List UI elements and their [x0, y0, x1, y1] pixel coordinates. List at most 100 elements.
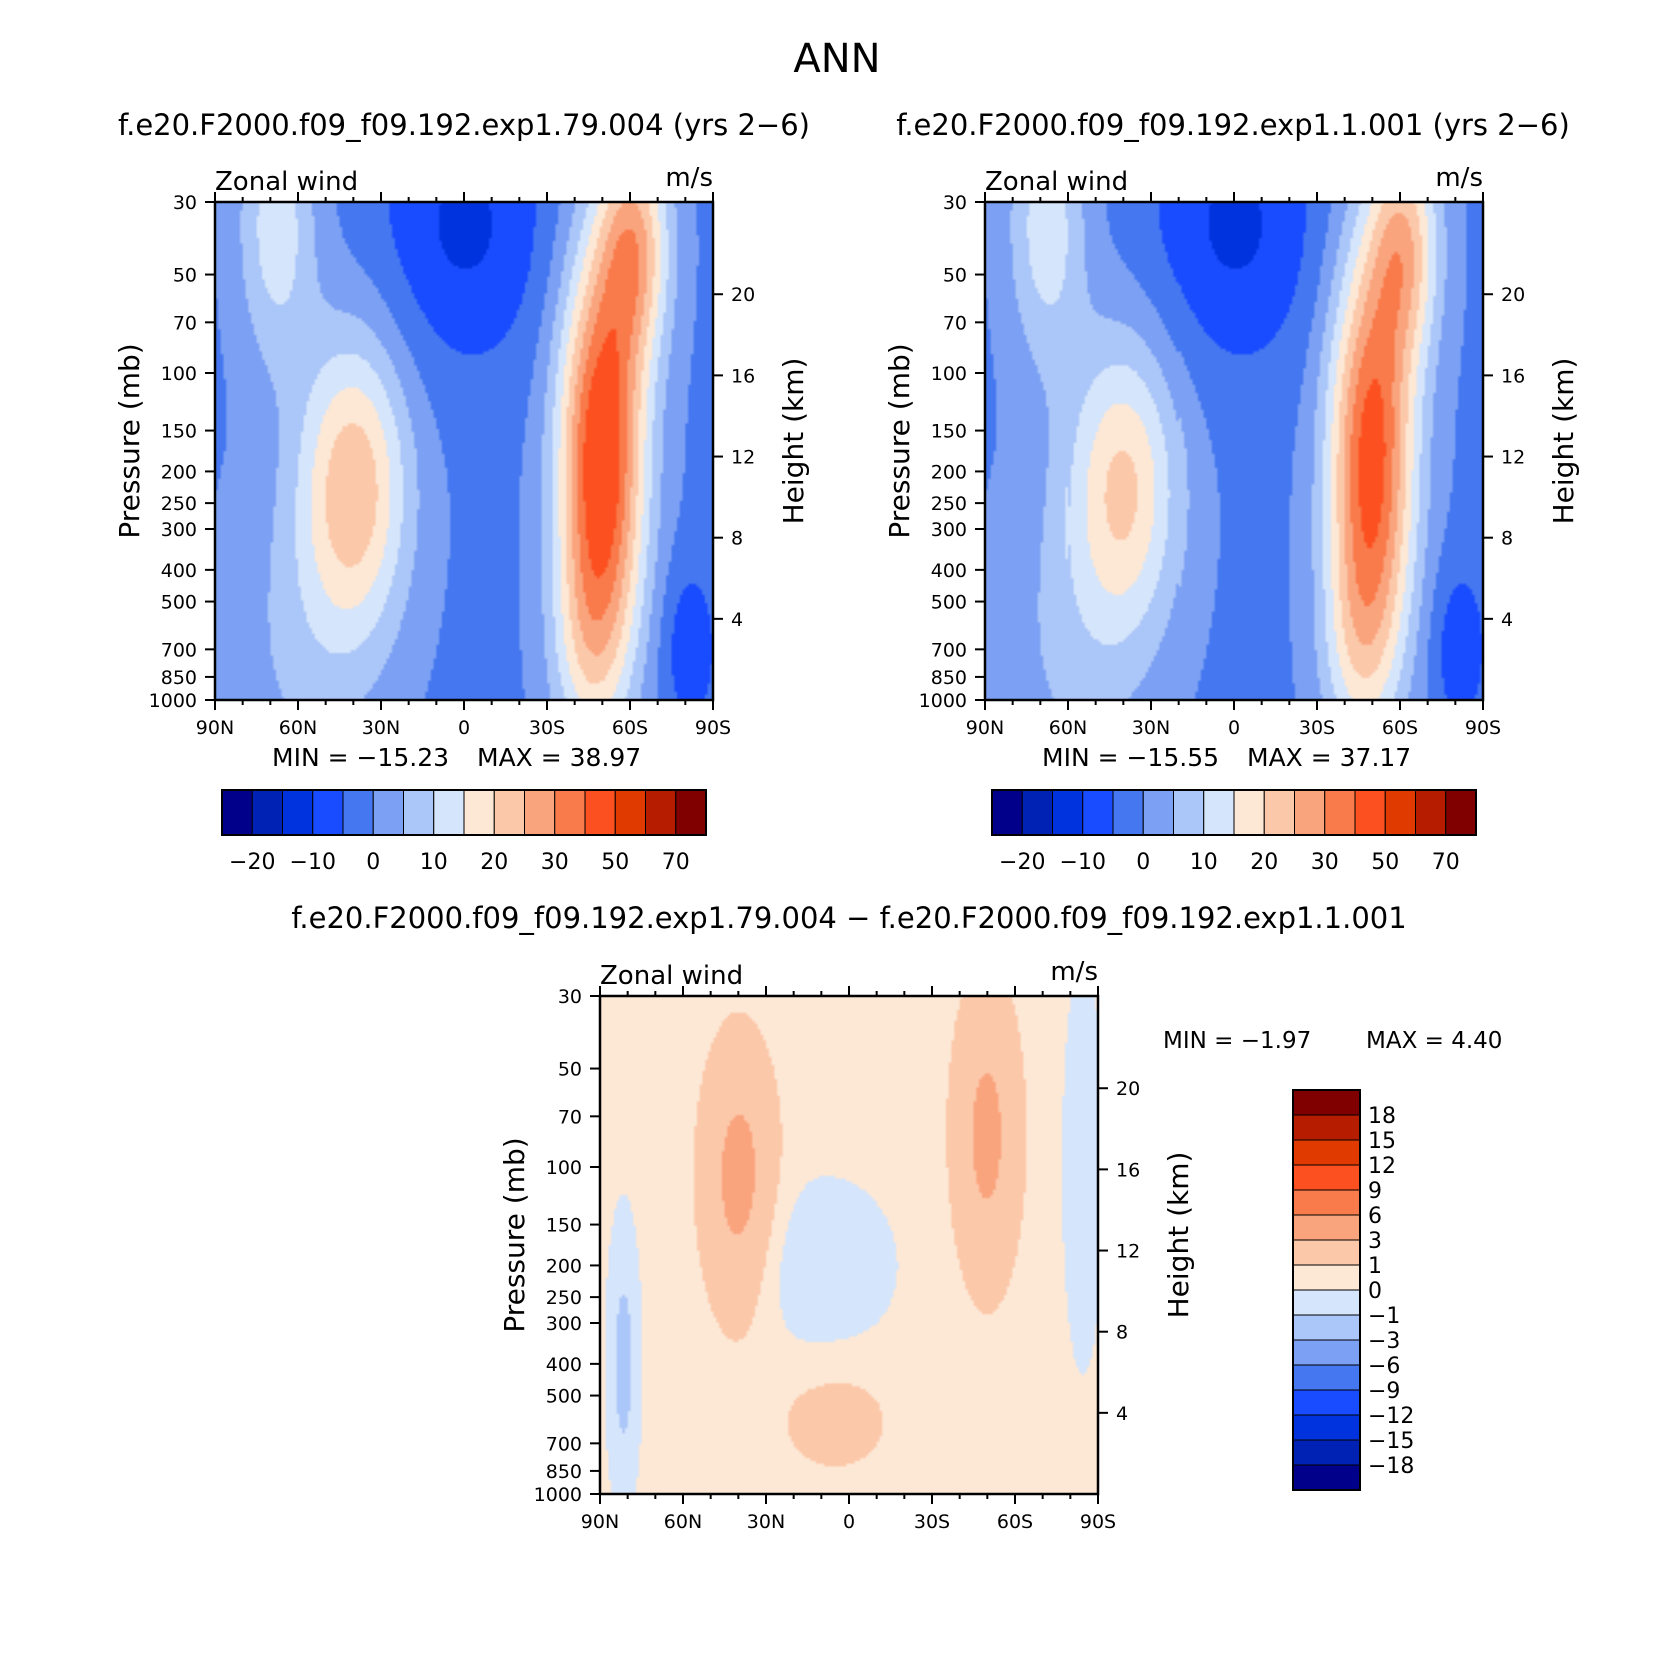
y-right-tick-label: 16: [731, 365, 755, 387]
colorbar-label: −20: [999, 850, 1045, 875]
colorbar-cell: [554, 789, 586, 836]
units-label: m/s: [1050, 957, 1098, 987]
x-tick-label: 30S: [914, 1511, 950, 1533]
variable-label: Zonal wind: [215, 167, 358, 197]
x-tick-label: 90N: [581, 1511, 619, 1533]
x-tick-label: 90S: [1465, 717, 1501, 739]
y-tick-label: 850: [546, 1461, 582, 1483]
y-tick-label: 30: [173, 192, 197, 214]
y-tick-label: 70: [173, 312, 197, 334]
colorbar-cell: [1294, 789, 1326, 836]
colorbar-label: 0: [1136, 850, 1150, 875]
colorbar-cell: [1021, 789, 1053, 836]
colorbar-label: −15: [1368, 1429, 1414, 1454]
y-tick-label: 850: [931, 667, 967, 689]
colorbar-label: 30: [1311, 850, 1339, 875]
colorbar-cell: [282, 789, 314, 836]
y-tick-label: 500: [546, 1386, 582, 1408]
colorbar-cell: [463, 789, 495, 836]
max-label: MAX = 38.97: [477, 743, 641, 772]
colorbar-cell: [1292, 1364, 1361, 1391]
colorbar-cell: [1354, 789, 1386, 836]
variable-label: Zonal wind: [985, 167, 1128, 197]
y-tick-label: 250: [931, 493, 967, 515]
colorbar-label: 12: [1368, 1154, 1396, 1179]
colorbar-cell: [342, 789, 374, 836]
colorbar-label: −10: [290, 850, 336, 875]
colorbar-cell: [1052, 789, 1084, 836]
colorbar-cell: [221, 789, 253, 836]
x-tick-label: 30N: [747, 1511, 785, 1533]
colorbar-cell: [1233, 789, 1265, 836]
colorbar-2: −20 −10 0 10 20 30 50 70: [991, 789, 1477, 875]
colorbar-label: 1: [1368, 1254, 1382, 1279]
y-tick-label: 400: [546, 1354, 582, 1376]
colorbar-cell: [645, 789, 677, 836]
colorbar-cell: [614, 789, 646, 836]
y-tick-label: 300: [931, 519, 967, 541]
x-tick-label: 90S: [695, 717, 731, 739]
y-right-tick-label: 20: [731, 284, 755, 306]
colorbar-cell: [1292, 1339, 1361, 1366]
x-tick-label: 90S: [1080, 1511, 1116, 1533]
y-right-tick-label: 20: [1116, 1078, 1140, 1100]
page-title: ANN: [793, 36, 880, 82]
panel-title: f.e20.F2000.f09_f09.192.exp1.79.004 − f.…: [291, 901, 1406, 935]
colorbar-cell: [1292, 1314, 1361, 1341]
colorbar-label: 50: [1371, 850, 1399, 875]
colorbar-label: 50: [601, 850, 629, 875]
y-tick-label: 700: [931, 639, 967, 661]
colorbar-label: 10: [1190, 850, 1218, 875]
y-tick-label: 50: [943, 265, 967, 287]
x-tick-label: 30N: [362, 717, 400, 739]
contour-field: [600, 996, 1098, 1494]
y-tick-label: 400: [161, 560, 197, 582]
y-right-tick-label: 4: [1116, 1403, 1128, 1425]
panel-2: 90N 60N 30N 0 30S 60S 90S 30 50 70 100 150 200 250 300…: [883, 108, 1580, 772]
y-tick-label: 400: [931, 560, 967, 582]
panels: 90N 60N 30N 0 30S 60S 90S305070100150200250300…: [113, 108, 1580, 1533]
colorbar-label: −3: [1368, 1329, 1400, 1354]
y-tick-label: 150: [546, 1215, 582, 1237]
min-label: MIN = −15.23: [272, 743, 449, 772]
y-right-tick-label: 4: [731, 609, 743, 631]
colorbar-cell: [403, 789, 435, 836]
colorbar-cell: [1292, 1289, 1361, 1316]
colorbar-cell: [675, 789, 707, 836]
colorbar-label: 70: [662, 850, 690, 875]
colorbar-cell: [1173, 789, 1205, 836]
colorbar-frame: [1292, 1089, 1361, 1491]
colorbar-label: −6: [1368, 1354, 1400, 1379]
colorbar-cell: [1445, 789, 1477, 836]
colorbar-label: 6: [1368, 1204, 1382, 1229]
colorbar-cell: [251, 789, 283, 836]
y-right-axis-label: Height (km): [1547, 358, 1580, 525]
colorbar-label: 10: [420, 850, 448, 875]
y-tick-label: 1000: [919, 690, 967, 712]
x-tick-label: 30S: [1299, 717, 1335, 739]
y-right-tick-label: 8: [1116, 1322, 1128, 1344]
y-tick-label: 500: [931, 592, 967, 614]
units-label: m/s: [1435, 163, 1483, 193]
y-tick-label: 700: [546, 1433, 582, 1455]
colorbar-cell: [1292, 1139, 1361, 1166]
colorbar-label: −10: [1060, 850, 1106, 875]
min-label: MIN = −1.97: [1163, 1028, 1311, 1054]
y-tick-label: 30: [558, 986, 582, 1008]
y-right-tick-label: 8: [731, 528, 743, 550]
y-right-tick-label: 16: [1501, 365, 1525, 387]
y-tick-label: 1000: [534, 1484, 582, 1506]
variable-label: Zonal wind: [600, 961, 743, 991]
y-tick-label: 500: [161, 592, 197, 614]
colorbar-cell: [493, 789, 525, 836]
y-tick-label: 100: [546, 1157, 582, 1179]
colorbar-cell: [1292, 1164, 1361, 1191]
colorbar-cell: [1263, 789, 1295, 836]
y-tick-label: 200: [931, 461, 967, 483]
colorbar-cell: [1292, 1439, 1361, 1466]
y-tick-label: 30: [943, 192, 967, 214]
y-tick-label: 50: [173, 265, 197, 287]
y-tick-label: 300: [546, 1313, 582, 1335]
colorbar-cell: [433, 789, 465, 836]
